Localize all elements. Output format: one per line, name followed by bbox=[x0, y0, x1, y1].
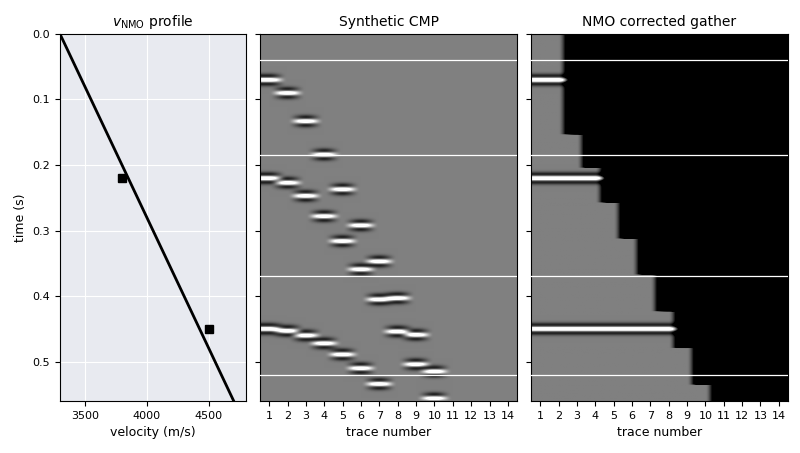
X-axis label: velocity (m/s): velocity (m/s) bbox=[110, 426, 196, 439]
Title: $v_\mathrm{NMO}$ profile: $v_\mathrm{NMO}$ profile bbox=[112, 13, 194, 31]
Title: NMO corrected gather: NMO corrected gather bbox=[582, 14, 737, 29]
Y-axis label: time (s): time (s) bbox=[14, 193, 27, 242]
Title: Synthetic CMP: Synthetic CMP bbox=[338, 14, 438, 29]
X-axis label: trace number: trace number bbox=[617, 426, 702, 439]
X-axis label: trace number: trace number bbox=[346, 426, 431, 439]
